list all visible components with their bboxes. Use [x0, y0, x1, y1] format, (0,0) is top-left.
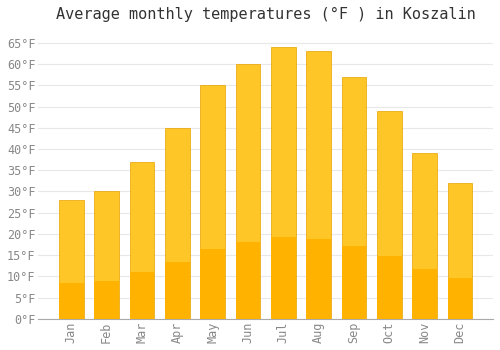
Bar — [59, 283, 84, 319]
Bar — [342, 77, 366, 319]
Bar — [306, 239, 331, 319]
Bar — [342, 246, 366, 319]
Bar — [130, 162, 154, 319]
Bar — [412, 153, 437, 319]
Bar — [130, 272, 154, 319]
Bar — [165, 128, 190, 319]
Bar — [306, 51, 331, 319]
Title: Average monthly temperatures (°F ) in Koszalin: Average monthly temperatures (°F ) in Ko… — [56, 7, 476, 22]
Bar — [94, 281, 119, 319]
Bar — [165, 261, 190, 319]
Bar — [377, 111, 402, 319]
Bar — [412, 269, 437, 319]
Bar — [200, 85, 225, 319]
Bar — [236, 243, 260, 319]
Bar — [271, 47, 295, 319]
Bar — [200, 249, 225, 319]
Bar — [94, 191, 119, 319]
Bar — [377, 257, 402, 319]
Bar — [59, 200, 84, 319]
Bar — [236, 64, 260, 319]
Bar — [271, 237, 295, 319]
Bar — [448, 278, 472, 319]
Bar — [448, 183, 472, 319]
